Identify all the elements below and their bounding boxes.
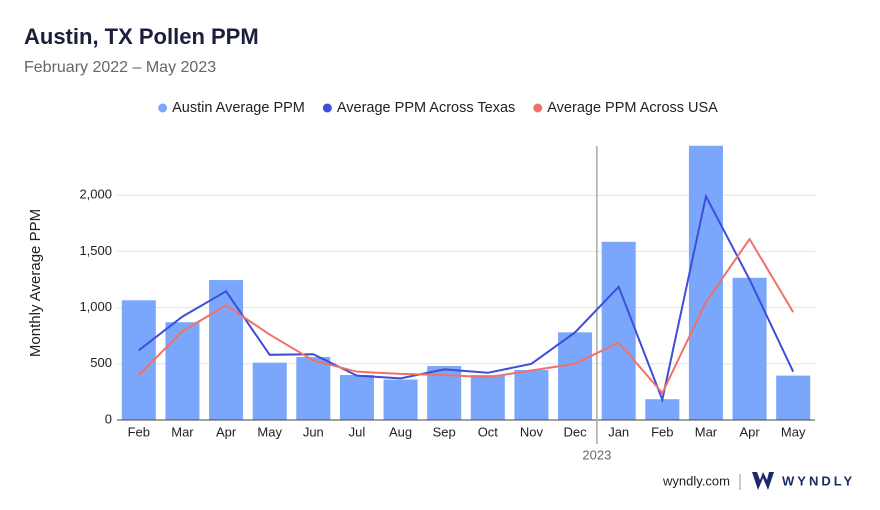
legend-item: Average PPM Across Texas bbox=[322, 100, 515, 116]
bar bbox=[470, 375, 505, 420]
bar bbox=[601, 241, 636, 420]
bar bbox=[514, 369, 549, 420]
legend-item: Austin Average PPM bbox=[158, 100, 305, 116]
legend-label: Austin Average PPM bbox=[172, 100, 305, 116]
legend-label: Average PPM Across USA bbox=[547, 100, 718, 116]
bar bbox=[339, 375, 374, 420]
x-tick-label: Dec bbox=[564, 424, 588, 439]
bar bbox=[296, 357, 331, 420]
y-tick-label: 500 bbox=[90, 355, 112, 370]
bar bbox=[558, 332, 593, 420]
x-tick-label: Jan bbox=[608, 424, 629, 439]
bar bbox=[121, 300, 156, 420]
x-tick-label: May bbox=[257, 424, 282, 439]
bar bbox=[688, 145, 723, 420]
x-tick-label: Jul bbox=[349, 424, 366, 439]
x-tick-label: Nov bbox=[520, 424, 544, 439]
bar bbox=[383, 379, 418, 420]
chart-title: Austin, TX Pollen PPM bbox=[24, 24, 259, 49]
x-tick-label: Jun bbox=[303, 424, 324, 439]
line bbox=[138, 193, 795, 404]
bar bbox=[209, 280, 244, 420]
legend-marker bbox=[322, 103, 332, 113]
y-tick-label: 1,000 bbox=[79, 299, 112, 314]
year-label: 2023 bbox=[582, 447, 611, 462]
y-tick-label: 1,500 bbox=[79, 243, 112, 258]
bar bbox=[776, 375, 811, 420]
y-tick-label: 2,000 bbox=[79, 187, 112, 202]
footer-brand: WYNDLY bbox=[782, 473, 855, 488]
bar bbox=[252, 362, 287, 420]
x-tick-label: Apr bbox=[739, 424, 760, 439]
bar bbox=[165, 322, 200, 420]
x-tick-label: Sep bbox=[433, 424, 456, 439]
y-tick-label: 0 bbox=[105, 411, 112, 426]
y-axis-title: Monthly Average PPM bbox=[27, 209, 44, 357]
brand-logo bbox=[752, 472, 774, 490]
legend-marker bbox=[533, 103, 543, 113]
legend-item: Average PPM Across USA bbox=[533, 100, 718, 116]
x-tick-label: Apr bbox=[216, 424, 237, 439]
footer-site: wyndly.com bbox=[662, 473, 730, 488]
x-tick-label: May bbox=[781, 424, 806, 439]
x-tick-label: Mar bbox=[171, 424, 194, 439]
x-tick-label: Feb bbox=[651, 424, 673, 439]
x-tick-label: Feb bbox=[128, 424, 150, 439]
line bbox=[138, 237, 795, 395]
x-tick-label: Mar bbox=[695, 424, 718, 439]
bar bbox=[645, 399, 680, 420]
chart-subtitle: February 2022 – May 2023 bbox=[24, 59, 216, 76]
bar bbox=[732, 277, 767, 420]
x-tick-label: Oct bbox=[478, 424, 499, 439]
legend-marker bbox=[158, 103, 168, 113]
legend-label: Average PPM Across Texas bbox=[337, 100, 515, 116]
x-tick-label: Aug bbox=[389, 424, 412, 439]
